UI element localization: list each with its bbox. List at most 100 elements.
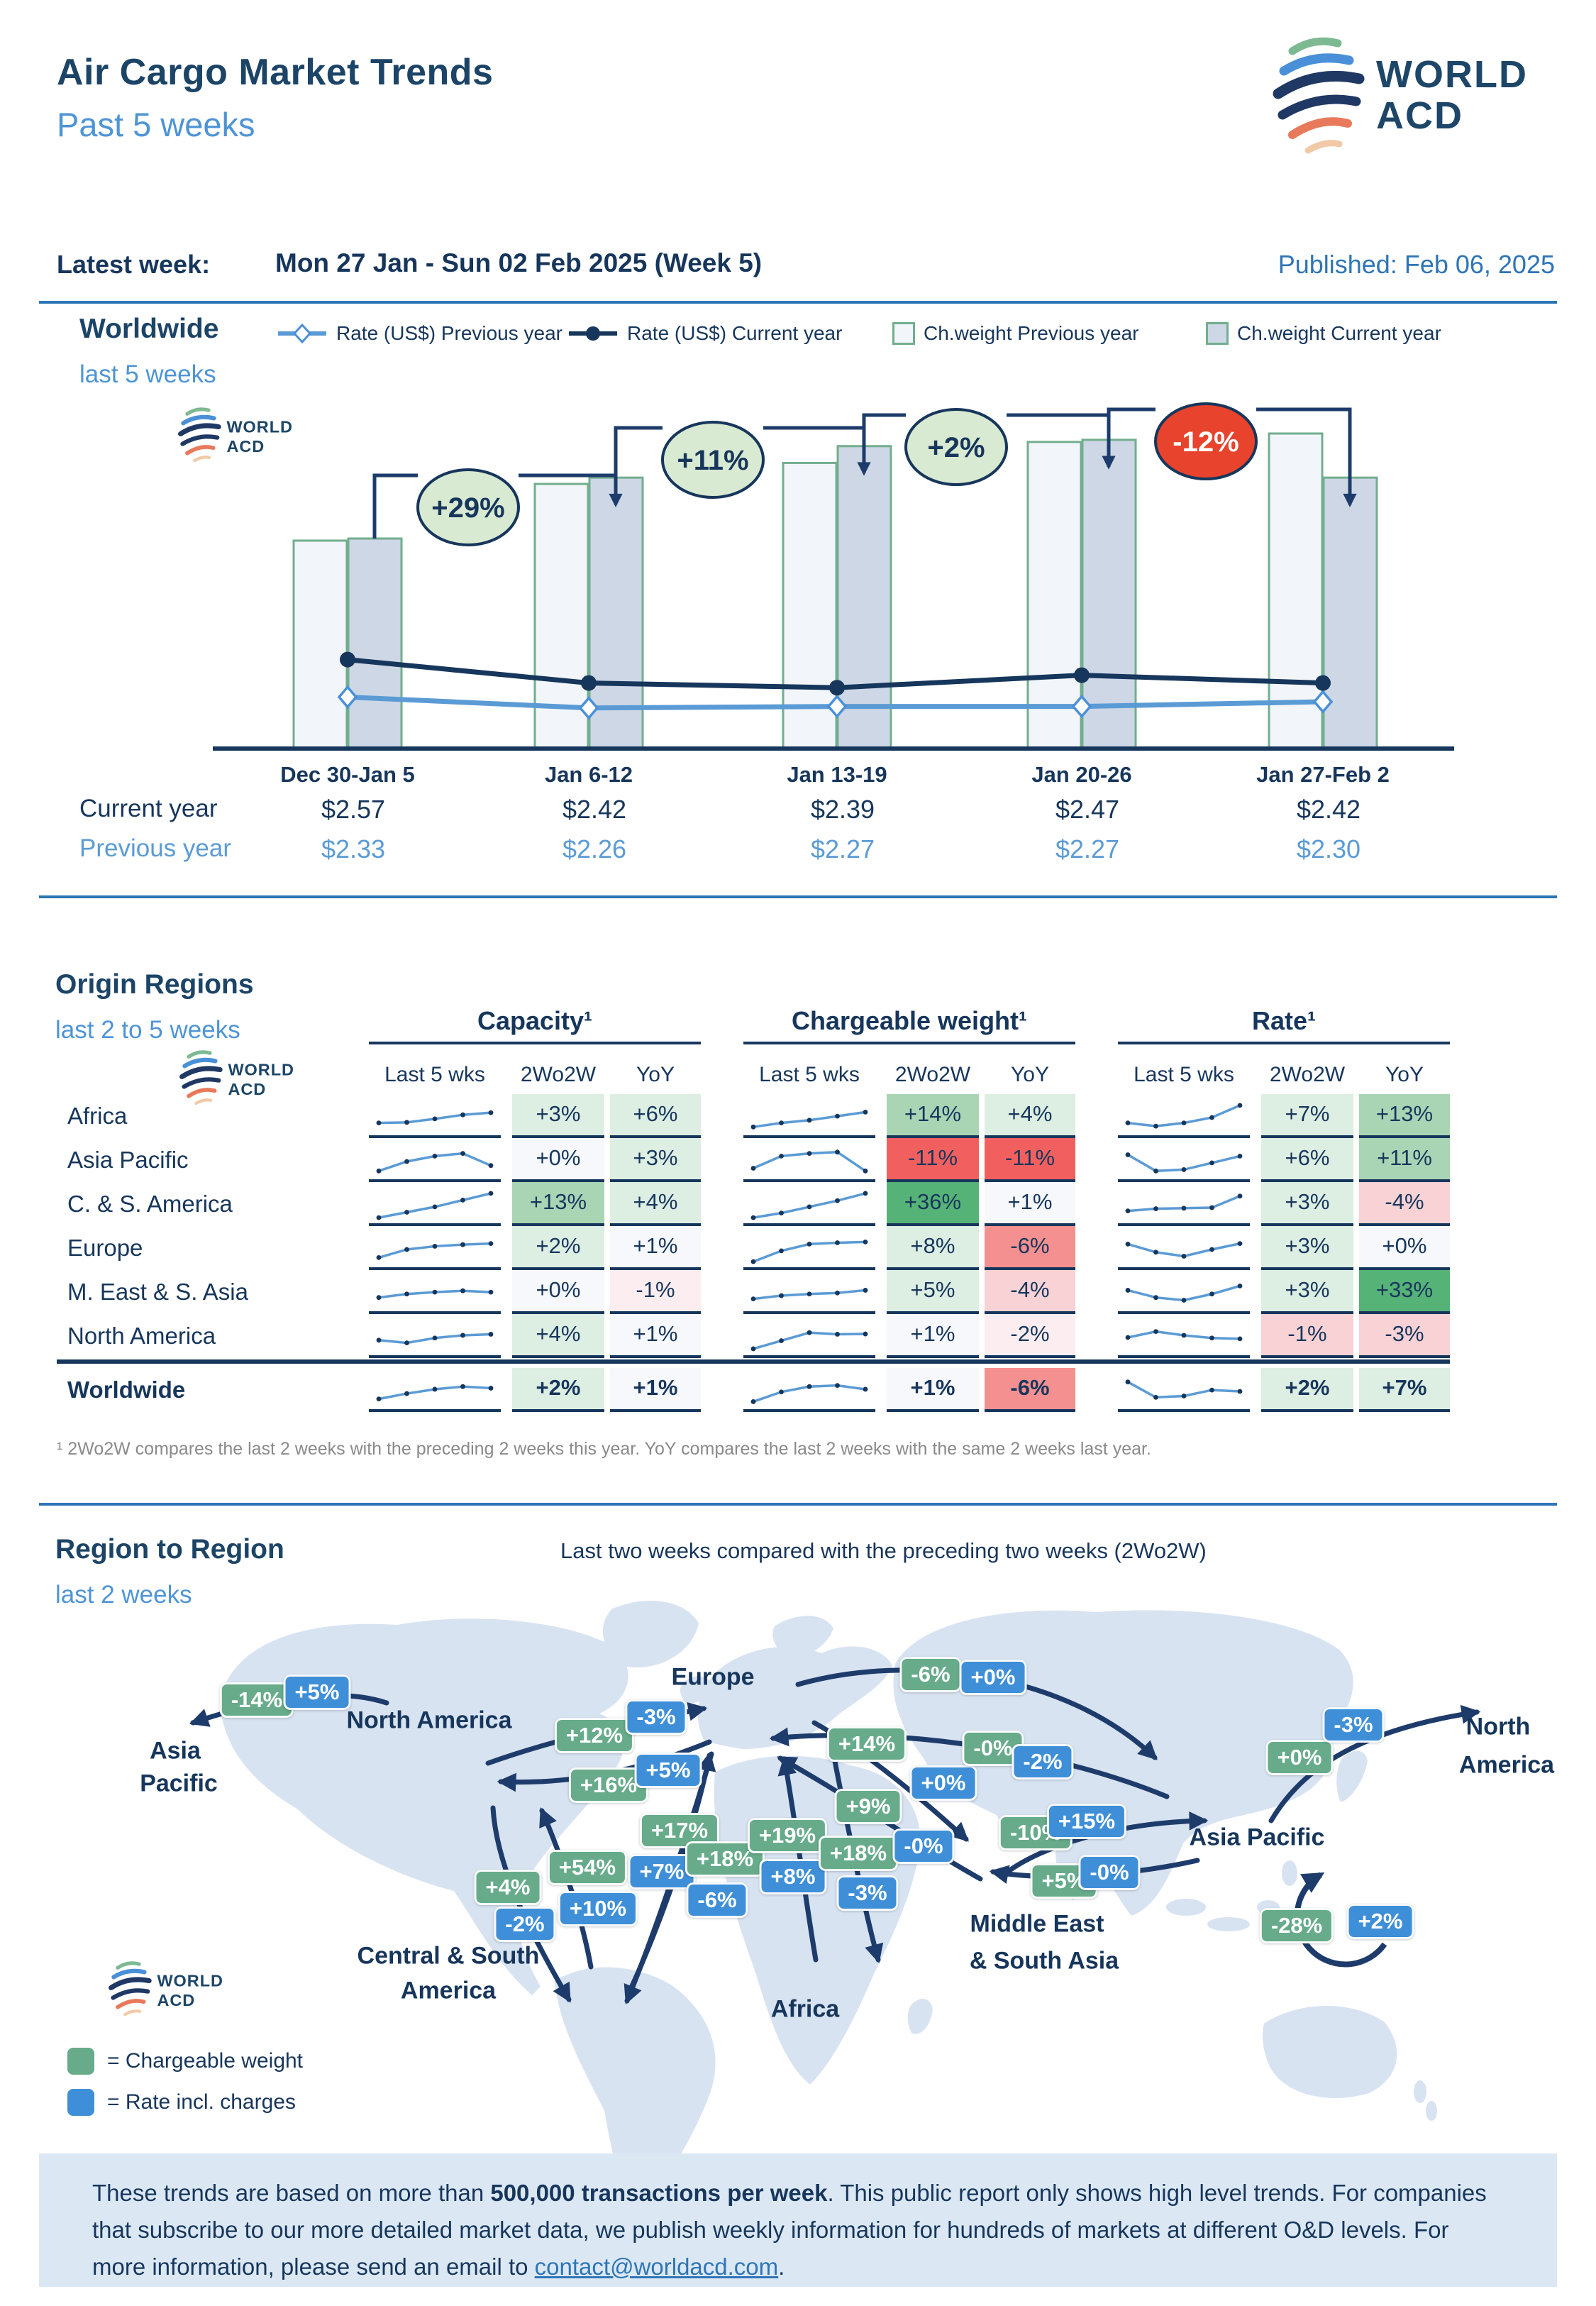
map-legend-rate-label: = Rate incl. charges xyxy=(107,2090,296,2114)
sparkline xyxy=(376,1241,494,1260)
cell-yoy: -11% xyxy=(985,1138,1075,1182)
marker-circle-current xyxy=(829,680,845,696)
footer-email-link[interactable]: contact@worldacd.com xyxy=(534,2253,779,2280)
svg-text:ACD: ACD xyxy=(157,1991,195,2009)
bar-chweight-previous xyxy=(782,461,838,750)
cell-2wo2w: +2% xyxy=(1261,1368,1353,1412)
cell-2wo2w: +3% xyxy=(1261,1182,1353,1226)
page-title: Air Cargo Market Trends xyxy=(57,52,494,93)
legend-line-diamond-icon xyxy=(278,323,326,344)
bar-chweight-previous xyxy=(1268,432,1324,750)
route-arrow-central-south-america-to-north-america xyxy=(539,1807,594,1970)
bar-chweight-previous xyxy=(292,539,348,750)
rate-row-label-current: Current year xyxy=(79,795,218,822)
continent xyxy=(697,1646,892,1749)
sub-header: 2Wo2W xyxy=(520,1063,597,1086)
sparkline xyxy=(376,1288,494,1301)
svg-text:WORLD: WORLD xyxy=(228,1061,294,1079)
svg-text:+11%: +11% xyxy=(677,445,748,476)
cell-yoy: +1% xyxy=(610,1226,701,1270)
region-name: M. East & S. Asia xyxy=(67,1279,248,1305)
cell-2wo2w: +1% xyxy=(887,1314,979,1358)
wow-change-bubble xyxy=(1154,402,1258,480)
chart-legend-label: Ch.weight Current year xyxy=(1237,322,1441,344)
cell-2wo2w: +14% xyxy=(887,1094,979,1138)
cell-2wo2w: +4% xyxy=(512,1314,604,1358)
cell-yoy: +4% xyxy=(985,1094,1075,1138)
continent xyxy=(220,1618,628,1995)
week-label: Jan 6-12 xyxy=(545,762,633,787)
badge-weight-europe-to-africa: +18% xyxy=(818,1836,899,1871)
badge-rate-central-south-america-to-north-america: +10% xyxy=(558,1891,638,1926)
island xyxy=(1426,2101,1437,2121)
continent xyxy=(555,1967,716,2205)
cell-2wo2w: +7% xyxy=(1261,1094,1353,1138)
cell-yoy: +11% xyxy=(1359,1138,1450,1182)
sub-header: 2Wo2W xyxy=(1269,1063,1346,1086)
cell-yoy: -6% xyxy=(985,1368,1075,1412)
week-label: Jan 13-19 xyxy=(787,762,887,787)
chart-legend-item-line-diamond: Rate (US$) Previous year xyxy=(277,312,563,355)
route-arrow-africa-to-europe xyxy=(777,1755,819,1963)
sparkline xyxy=(750,1330,868,1352)
map-region-label: & South Asia xyxy=(969,1947,1119,1975)
sparkline-cell xyxy=(369,1094,501,1138)
island xyxy=(1282,1860,1297,1886)
sparkline xyxy=(376,1332,494,1345)
cell-2wo2w: +2% xyxy=(512,1368,604,1412)
sub-header: Last 5 wks xyxy=(384,1063,485,1086)
header-rule xyxy=(39,301,1557,304)
footer-text-3: . xyxy=(778,2253,785,2280)
cell-2wo2w: +3% xyxy=(1261,1226,1353,1270)
badge-rate-middle-east-south-asia-to-asia-pacific: +15% xyxy=(1046,1804,1127,1839)
route-arrow-asia-pacific-intra xyxy=(1294,1872,1387,1968)
chart-legend-label: Ch.weight Previous year xyxy=(924,322,1139,344)
chart-legend-item-line-circle: Rate (US$) Current year xyxy=(567,312,842,355)
wow-change-bubble xyxy=(416,468,520,546)
sparkline-cell xyxy=(369,1182,501,1226)
badge-weight-asia-pacific-to-north-america: +0% xyxy=(1265,1740,1334,1775)
badge-weight-central-south-america-to-north-america: +54% xyxy=(547,1850,628,1885)
cell-yoy: -4% xyxy=(1359,1182,1450,1226)
svg-text:WORLD: WORLD xyxy=(157,1972,223,1990)
map-region-label: Asia Pacific xyxy=(1189,1824,1325,1851)
group-header-rule xyxy=(369,1042,701,1044)
footer-box: These trends are based on more than 500,… xyxy=(39,2153,1557,2287)
bar-chweight-current xyxy=(1081,438,1137,750)
badge-weight-north-america-to-asia-pacific: -14% xyxy=(219,1682,294,1718)
sparkline-cell xyxy=(743,1094,875,1138)
badge-weight-europe-to-middle-east-south-asia: +14% xyxy=(826,1726,907,1762)
svg-text:ACD: ACD xyxy=(226,437,265,456)
latest-week-value: Mon 27 Jan - Sun 02 Feb 2025 (Week 5) xyxy=(275,248,763,277)
sparkline xyxy=(1125,1103,1243,1129)
sparkline-cell xyxy=(369,1270,501,1314)
map-legend-rate: = Rate incl. charges xyxy=(67,2089,296,2116)
cell-yoy: +33% xyxy=(1359,1270,1450,1314)
map-legend-weight-label: = Chargeable weight xyxy=(107,2049,304,2073)
cell-2wo2w: +3% xyxy=(512,1094,604,1138)
badge-rate-europe-to-africa: -3% xyxy=(836,1875,899,1911)
cell-2wo2w: +36% xyxy=(887,1182,979,1226)
rate-value: $2.39 xyxy=(810,795,875,824)
sparkline xyxy=(750,1149,868,1174)
cell-2wo2w: +5% xyxy=(887,1270,979,1314)
sparkline xyxy=(376,1384,494,1402)
svg-text:WORLD: WORLD xyxy=(226,418,292,436)
rate-value: $2.27 xyxy=(810,834,875,864)
cell-yoy: +1% xyxy=(985,1182,1075,1226)
sparkline xyxy=(750,1191,868,1220)
rate-value: $2.27 xyxy=(1055,834,1120,864)
group-header: Capacity¹ xyxy=(477,1006,593,1035)
cell-yoy: -6% xyxy=(985,1226,1075,1270)
legend-swatch-chweight-current xyxy=(1206,322,1229,345)
map-region-label: North America xyxy=(346,1706,512,1734)
sparkline xyxy=(750,1239,868,1264)
marker-diamond-previous xyxy=(1071,694,1092,719)
map-note: Last two weeks compared with the precedi… xyxy=(560,1538,1207,1563)
sparkline xyxy=(376,1110,494,1125)
badge-rate-asia-pacific-to-europe: -2% xyxy=(1012,1744,1074,1780)
cell-yoy: +0% xyxy=(1359,1226,1450,1270)
